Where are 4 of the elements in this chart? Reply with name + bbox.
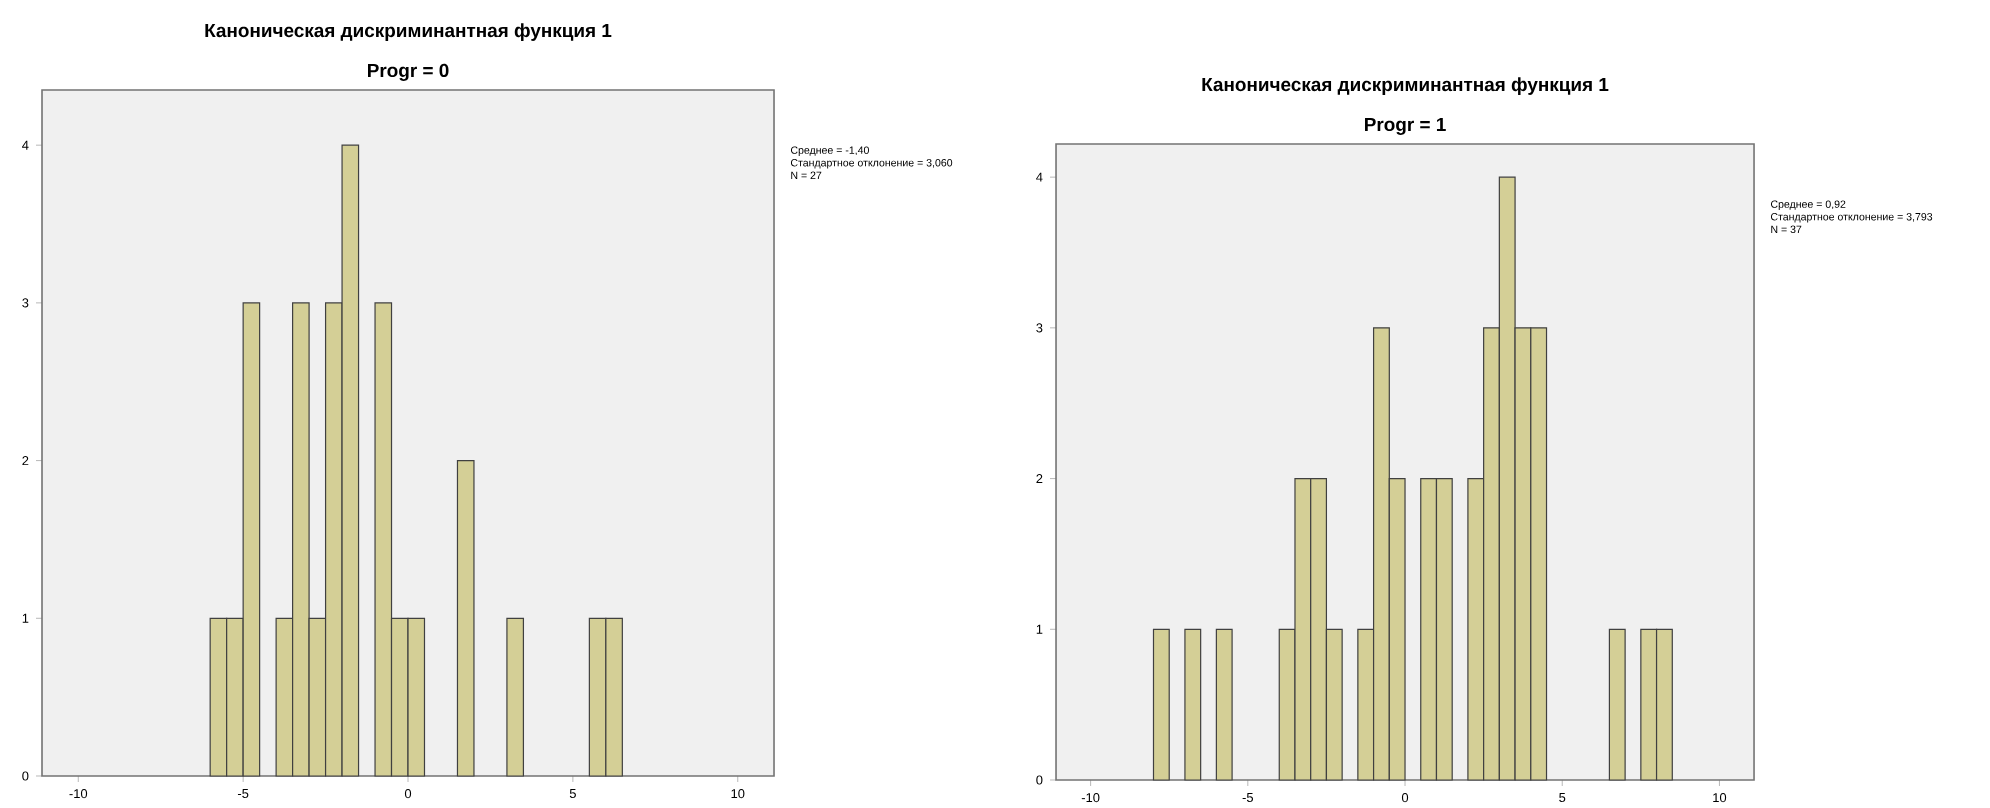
chart-title: Каноническая дискриминантная функция 1 bbox=[205, 22, 612, 41]
chart-subtitle: Progr = 0 bbox=[368, 63, 449, 81]
chart-subtitle: Progr = 1 bbox=[1365, 117, 1446, 135]
chart-title: Каноническая дискриминантная функция 1 bbox=[1202, 76, 1609, 95]
